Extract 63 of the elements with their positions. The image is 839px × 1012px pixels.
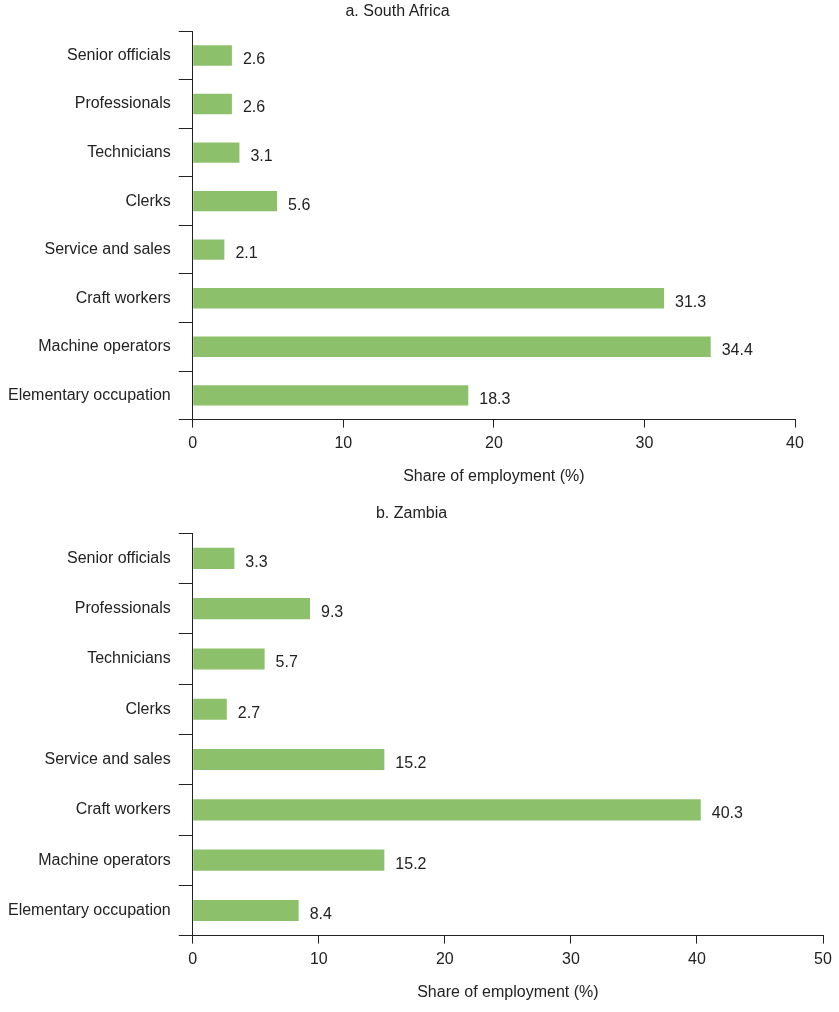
data-label: 2.6 <box>242 49 266 67</box>
y-tick-label: Clerks <box>125 191 171 209</box>
data-label: 3.3 <box>245 552 268 570</box>
bar <box>193 547 235 569</box>
data-label: 2.7 <box>237 703 261 721</box>
bar <box>193 648 265 670</box>
y-tick-label: Professionals <box>74 599 171 617</box>
chart-title: b. Zambia <box>375 504 448 522</box>
bar <box>193 799 701 821</box>
data-label: 15.2 <box>395 753 427 771</box>
bar <box>193 93 232 115</box>
data-label: 3.1 <box>250 146 273 164</box>
data-label: 15.2 <box>395 854 427 872</box>
x-tick-label: 20 <box>435 949 454 967</box>
x-tick-label: 0 <box>188 949 198 967</box>
bar <box>193 288 665 309</box>
data-label: 5.7 <box>275 653 298 671</box>
y-tick-label: Elementary occupation <box>7 900 171 918</box>
bar <box>193 849 385 871</box>
bar <box>193 748 385 771</box>
bar <box>193 239 225 260</box>
x-tick-label: 10 <box>334 433 353 451</box>
y-tick-label: Craft workers <box>75 800 171 818</box>
y-tick-label: Machine operators <box>38 337 171 355</box>
x-tick-label: 40 <box>688 949 706 967</box>
data-label: 34.4 <box>721 341 753 359</box>
bar <box>193 142 240 163</box>
data-label: 31.3 <box>675 292 707 310</box>
data-label: 5.6 <box>288 195 311 213</box>
data-label: 2.1 <box>235 244 258 262</box>
x-axis-title: Share of employment (%) <box>403 466 585 484</box>
y-tick-label: Elementary occupation <box>7 385 171 403</box>
x-tick-label: 20 <box>484 433 503 451</box>
bar <box>193 598 310 620</box>
y-tick-label: Technicians <box>87 649 171 667</box>
y-tick-label: Senior officials <box>66 548 171 566</box>
x-axis-title: Share of employment (%) <box>417 982 599 1000</box>
y-tick-label: Technicians <box>87 142 171 160</box>
x-tick-label: 30 <box>635 433 654 451</box>
bar <box>193 385 469 406</box>
bar <box>193 45 232 66</box>
x-tick-label: 30 <box>562 949 580 967</box>
chart-title: a. South Africa <box>345 2 450 20</box>
y-tick-label: Craft workers <box>75 288 171 306</box>
data-label: 2.6 <box>242 98 266 116</box>
y-tick-label: Service and sales <box>44 240 171 258</box>
x-tick-label: 0 <box>188 433 198 451</box>
y-tick-label: Service and sales <box>44 749 171 767</box>
data-label: 18.3 <box>479 389 511 407</box>
x-tick-label: 50 <box>814 949 832 967</box>
data-label: 40.3 <box>711 804 743 822</box>
bar <box>193 899 299 922</box>
bar <box>193 698 227 720</box>
data-label: 8.4 <box>309 904 332 922</box>
x-tick-label: 40 <box>786 433 804 451</box>
y-tick-label: Machine operators <box>38 850 171 868</box>
y-tick-label: Clerks <box>125 699 171 717</box>
bar <box>193 190 278 212</box>
bar <box>193 336 711 357</box>
y-tick-label: Professionals <box>74 94 171 112</box>
x-tick-label: 10 <box>309 949 328 967</box>
data-label: 9.3 <box>320 603 344 621</box>
y-tick-label: Senior officials <box>66 45 171 63</box>
